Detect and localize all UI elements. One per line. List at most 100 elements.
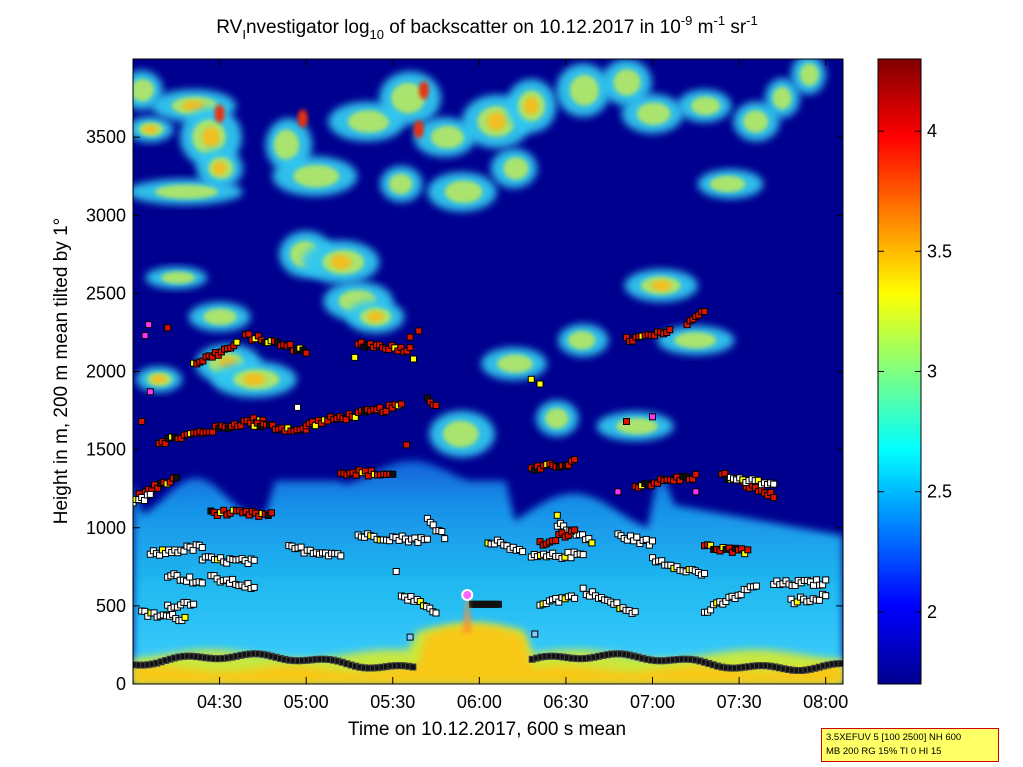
cloud-core <box>154 184 218 199</box>
layer-marker <box>164 324 172 332</box>
layer-marker <box>642 535 650 543</box>
cloud-peak <box>523 96 539 116</box>
cloud-core <box>799 63 819 86</box>
y-tick-label: 1500 <box>86 440 126 460</box>
layer-marker <box>579 584 587 592</box>
cloud-core <box>545 408 569 429</box>
plume-marker <box>461 588 474 601</box>
colorbar-tick-label: 3 <box>927 362 937 382</box>
parameter-line-1: 3.5XEFUV 5 [100 2500] NH 600 <box>826 732 962 743</box>
x-tick-label: 07:30 <box>717 692 762 712</box>
x-tick-label: 06:30 <box>543 692 588 712</box>
y-tick-label: 500 <box>96 596 126 616</box>
cloud-core <box>273 129 300 161</box>
cloud-core <box>203 308 237 325</box>
layer-marker <box>337 552 345 560</box>
layer-marker <box>172 473 180 481</box>
layer-markers <box>133 308 843 674</box>
layer-marker <box>141 332 149 340</box>
layer-marker <box>392 568 400 575</box>
colorbar-tick-label: 2.5 <box>927 482 952 502</box>
cloud-core <box>568 331 596 350</box>
cloud-core <box>709 175 746 193</box>
layer-marker <box>145 321 153 329</box>
cloud-core <box>389 173 413 195</box>
layer-marker <box>649 537 656 545</box>
cloud-core <box>636 102 671 125</box>
cloud-hotspot <box>413 120 424 139</box>
cloud-core <box>347 110 390 133</box>
parameter-box: 3.5XEFUV 5 [100 2500] NH 600 MB 200 RG 1… <box>821 728 999 762</box>
layer-marker <box>649 413 656 421</box>
layer-marker <box>406 333 414 341</box>
plume <box>462 590 473 633</box>
x-tick-label: 08:00 <box>803 692 848 712</box>
cloud-core <box>391 82 425 114</box>
x-tick-label: 05:00 <box>284 692 329 712</box>
layer-marker <box>571 456 579 464</box>
layer-marker <box>302 349 310 357</box>
cloud-hotspot <box>214 104 225 123</box>
layer-marker <box>666 326 674 334</box>
cloud-hotspot <box>297 109 308 128</box>
layer-marker <box>571 526 579 534</box>
layer-marker <box>423 535 431 543</box>
layer-marker <box>579 551 587 559</box>
cloud-peak <box>242 373 266 386</box>
layer-marker <box>553 511 561 519</box>
boundary-layer <box>133 460 843 684</box>
layer-marker <box>519 548 527 556</box>
colorbar-ticks: 2 2.5 3 3.5 4 <box>878 121 952 622</box>
layer-marker <box>382 407 390 415</box>
layer-marker <box>494 600 502 608</box>
cloud-hotspot <box>418 81 429 100</box>
cloud-core <box>743 110 769 133</box>
colorbar-tick-label: 2 <box>927 602 937 622</box>
cloud-core <box>293 164 340 188</box>
layer-marker <box>432 609 440 617</box>
layer-marker <box>138 418 146 425</box>
layer-marker <box>623 418 630 425</box>
layer-marker <box>342 416 350 424</box>
x-axis-label: Time on 10.12.2017, 600 s mean <box>348 719 626 740</box>
layer-marker <box>536 380 544 388</box>
cloud-core <box>613 69 641 96</box>
cloud-core <box>430 125 465 149</box>
cloud-peak <box>151 374 167 384</box>
layer-marker <box>432 402 440 409</box>
layer-marker <box>613 599 621 607</box>
layer-marker <box>531 630 539 638</box>
cloud-peak <box>143 124 158 134</box>
layer-marker <box>822 592 830 600</box>
layer-marker <box>181 613 189 621</box>
x-tick-label: 07:00 <box>630 692 675 712</box>
layer-marker <box>701 308 708 315</box>
layer-marker <box>410 355 417 363</box>
layer-marker <box>415 327 423 335</box>
layer-marker <box>198 544 206 551</box>
layer-marker <box>701 570 708 577</box>
parameter-line-2: MB 200 RG 15% TI 0 HI 15 <box>826 746 942 757</box>
layer-marker <box>692 488 700 496</box>
layer-marker <box>190 600 198 608</box>
cloud-core <box>161 271 195 284</box>
y-tick-label: 2500 <box>86 283 126 303</box>
layer-marker <box>571 594 579 602</box>
cloud-core <box>772 86 792 110</box>
cloud-peak <box>182 100 205 112</box>
layer-marker <box>770 494 778 502</box>
cloud-core <box>690 96 721 116</box>
layer-marker <box>389 470 397 478</box>
cloud-core <box>444 180 483 204</box>
layer-marker <box>198 579 206 587</box>
cloud-peak <box>330 254 352 270</box>
cloud-core <box>616 418 659 435</box>
layer-marker <box>403 441 411 449</box>
layer-marker <box>297 543 305 551</box>
layer-marker <box>441 535 449 543</box>
chart-title: RVInvestigator log10 of backscatter on 1… <box>216 13 757 42</box>
y-tick-label: 0 <box>116 674 126 694</box>
aerosol-layers <box>133 59 843 684</box>
layer-marker <box>406 344 414 352</box>
